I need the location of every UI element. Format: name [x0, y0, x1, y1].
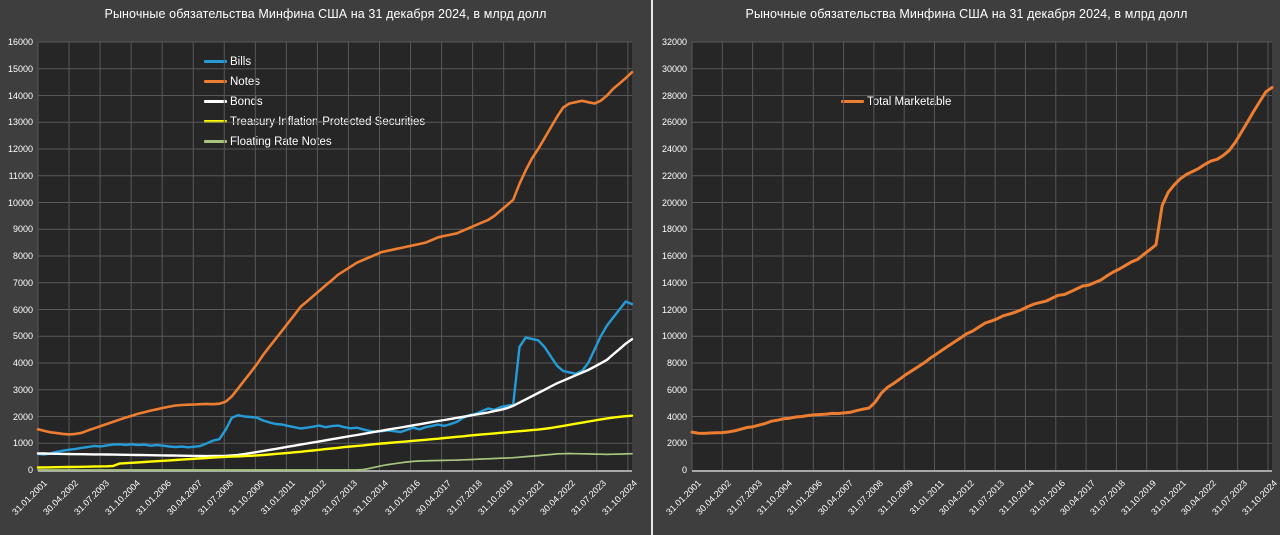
- y-tick-label: 8000: [666, 358, 687, 368]
- panel-total-marketable: Рыночные обязательства Минфина США на 31…: [653, 0, 1280, 535]
- y-tick-label: 11000: [8, 170, 33, 181]
- legend-label: Treasury Inflation-Protected Securities: [230, 115, 426, 128]
- y-tick-label: 6000: [12, 304, 33, 315]
- y-tick-label: 2000: [666, 438, 687, 449]
- y-tick-label: 4000: [12, 358, 33, 368]
- legend-item-bonds: Bonds: [204, 95, 425, 108]
- y-tick-label: 6000: [666, 384, 687, 395]
- plot-area-left: [38, 42, 632, 472]
- y-tick-label: 8000: [12, 251, 33, 261]
- y-tick-label: 0: [681, 465, 687, 475]
- legend-swatch-notes: [204, 79, 227, 84]
- y-tick-label: 22000: [661, 170, 687, 181]
- y-tick-label: 10000: [7, 197, 33, 208]
- series-line-notes: [36, 70, 634, 436]
- panel-securities-breakdown: Рыночные обязательства Минфина США на 31…: [7, 0, 653, 535]
- y-tick-label: 18000: [661, 224, 687, 235]
- series-line-total-marketable: [690, 86, 1274, 435]
- series-line-floating-rate-notes: [37, 452, 633, 471]
- legend-swatch-treasury-inflation-protected-securities: [204, 119, 227, 124]
- y-tick-label: 32000: [661, 37, 687, 47]
- legend-item-treasury-inflation-protected-securities: Treasury Inflation-Protected Securities: [204, 115, 425, 128]
- chart-title-left: Рыночные обязательства Минфина США на 31…: [104, 7, 547, 21]
- legend-label: Notes: [230, 75, 261, 88]
- y-tick-label: 2000: [12, 411, 33, 422]
- y-tick-label: 3000: [12, 384, 33, 395]
- plot-area-right: [692, 42, 1272, 472]
- y-tick-label: 30000: [661, 63, 687, 74]
- y-tick-label: 16000: [7, 37, 33, 47]
- y-tick-label: 12000: [7, 144, 33, 154]
- panel-left-chart-svg: [36, 41, 634, 471]
- y-tick-label: 12000: [661, 304, 687, 315]
- y-tick-label: 15000: [7, 63, 33, 74]
- y-tick-label: 16000: [661, 251, 687, 261]
- series-line-bonds: [36, 338, 634, 458]
- y-tick-label: 14000: [661, 277, 687, 288]
- y-tick-label: 10000: [661, 331, 687, 342]
- y-tick-label: 14000: [7, 90, 33, 101]
- legend-item-bills: Bills: [204, 55, 425, 68]
- legend-item-total-marketable: Total Marketable: [841, 95, 951, 108]
- legend-label: Bills: [230, 55, 252, 68]
- legend-swatch-bonds: [204, 99, 227, 104]
- legend-swatch-total-marketable: [841, 99, 864, 104]
- y-tick-label: 0: [27, 465, 33, 475]
- legend-label: Bonds: [230, 95, 263, 108]
- legend-label: Total Marketable: [867, 95, 952, 108]
- y-tick-label: 1000: [12, 438, 33, 449]
- y-tick-label: 4000: [666, 411, 687, 422]
- panel-right-chart-svg: [690, 41, 1274, 470]
- y-tick-label: 24000: [661, 144, 687, 154]
- legend-swatch-floating-rate-notes: [204, 139, 227, 144]
- y-tick-label: 13000: [7, 117, 33, 128]
- legend-item-notes: Notes: [204, 75, 425, 88]
- legend-swatch-bills: [204, 59, 227, 64]
- series-line-treasury-inflation-protected-securities: [36, 414, 634, 469]
- series-line-bills: [36, 300, 634, 456]
- y-tick-label: 5000: [12, 331, 33, 342]
- chart-title-right: Рыночные обязательства Минфина США на 31…: [745, 7, 1188, 21]
- y-tick-label: 28000: [661, 90, 687, 101]
- legend-right: Total Marketable: [841, 95, 951, 108]
- y-tick-label: 9000: [12, 224, 33, 235]
- y-tick-label: 20000: [661, 197, 687, 208]
- y-tick-label: 7000: [12, 277, 33, 288]
- y-tick-label: 26000: [661, 117, 687, 128]
